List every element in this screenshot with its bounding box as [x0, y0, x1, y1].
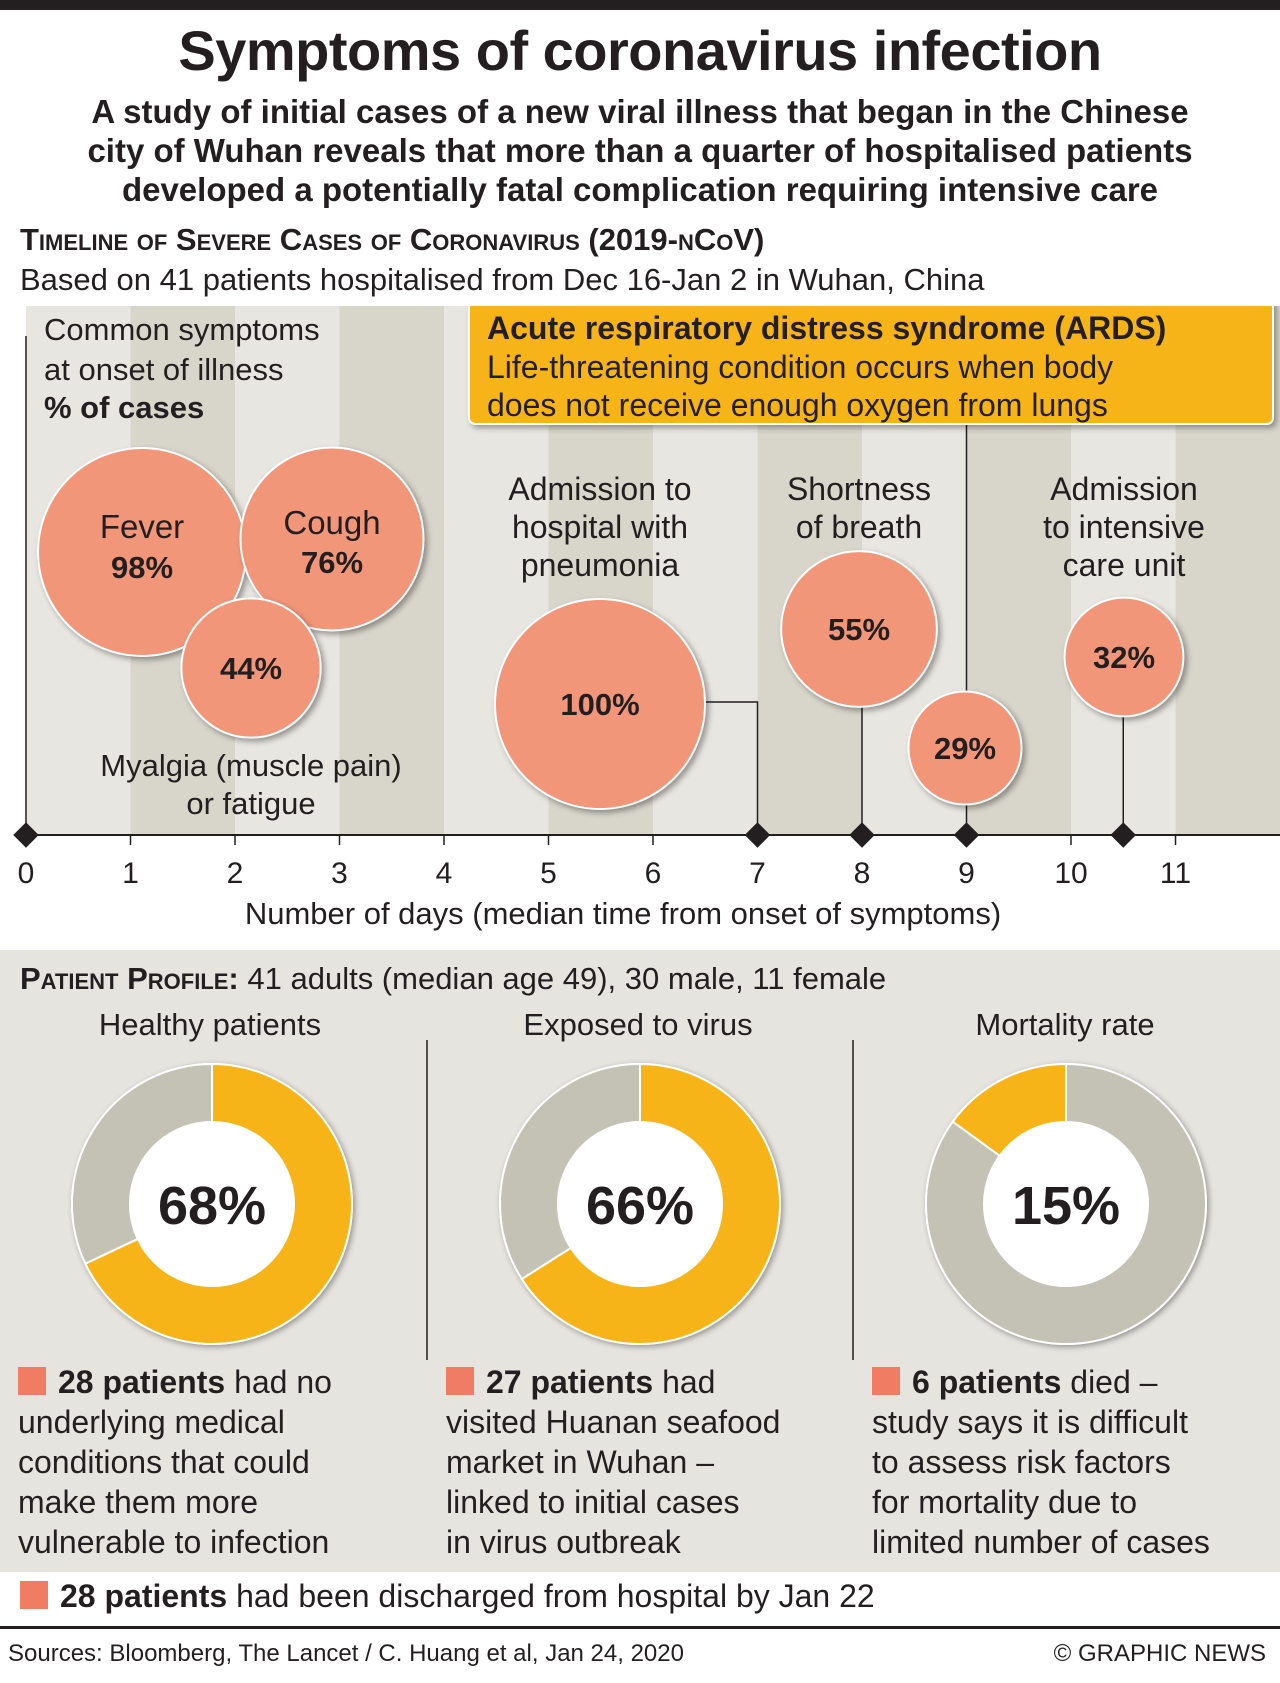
ards-title: Acute respiratory distress syndrome (ARD… — [487, 310, 1166, 346]
subtitle-line: developed a potentially fatal complicati… — [0, 170, 1280, 209]
cough-label: Cough — [283, 504, 380, 541]
note-bold: 28 patients — [58, 1364, 225, 1400]
ards-text: Life-threatening condition occurs when b… — [487, 349, 1113, 385]
x-tick-label: 2 — [227, 857, 244, 890]
profile-label: Patient Profile: — [20, 961, 239, 996]
note-line: had — [653, 1364, 715, 1400]
sources: Sources: Bloomberg, The Lancet / C. Huan… — [8, 1640, 684, 1668]
breath-value: 55% — [828, 612, 890, 647]
myalgia-value: 44% — [220, 651, 282, 686]
icu-label: Admission — [1050, 471, 1198, 507]
x-tick-label: 3 — [331, 857, 348, 890]
symptoms-heading: at onset of illness — [44, 352, 284, 387]
icu-label: care unit — [1063, 547, 1186, 583]
bullet-square — [18, 1367, 46, 1395]
icu-value: 32% — [1093, 640, 1155, 675]
note-line: linked to initial cases — [446, 1482, 780, 1522]
bullet-square — [446, 1367, 474, 1395]
pneumonia-label: pneumonia — [521, 547, 680, 583]
note-line: to assess risk factors — [872, 1442, 1210, 1482]
note-first-line: 27 patients had — [446, 1362, 780, 1402]
x-tick-label: 9 — [958, 857, 975, 890]
x-axis-label: Number of days (median time from onset o… — [245, 896, 1001, 931]
discharged-note: 28 patients had been discharged from hos… — [20, 1576, 875, 1616]
x-tick-label: 0 — [18, 857, 35, 890]
note-line: had been discharged from hospital by Jan… — [227, 1578, 875, 1614]
page-subtitle: A study of initial cases of a new viral … — [0, 92, 1280, 209]
symptoms-heading: Common symptoms — [44, 312, 320, 347]
note-line: died – — [1061, 1364, 1157, 1400]
donut-center-label: 68% — [158, 1176, 266, 1236]
note-line: underlying medical — [18, 1402, 332, 1442]
cough-value: 76% — [301, 545, 363, 580]
note-line: in virus outbreak — [446, 1522, 780, 1562]
x-tick-label: 11 — [1160, 857, 1191, 890]
credit: © GRAPHIC NEWS — [1054, 1640, 1266, 1668]
donut-center-label: 66% — [586, 1176, 694, 1236]
x-tick-label: 4 — [436, 857, 453, 890]
donut-title-mortality: Mortality rate — [900, 1006, 1230, 1044]
page-title: Symptoms of coronavirus infection — [0, 18, 1280, 84]
pneumonia-label: hospital with — [512, 509, 688, 545]
ards-value: 29% — [934, 731, 996, 766]
fever-label: Fever — [100, 508, 184, 545]
timeline-chart: 0 1 2 3 4 5 6 7 8 9 10 11 Number of days (median ti… — [0, 306, 1280, 946]
note-line: vulnerable to infection — [18, 1522, 332, 1562]
note-line: conditions that could — [18, 1442, 332, 1482]
note-first-line: 6 patients died – — [872, 1362, 1210, 1402]
donut-title-healthy: Healthy patients — [45, 1006, 375, 1044]
note-line: limited number of cases — [872, 1522, 1210, 1562]
x-tick-label: 5 — [540, 857, 557, 890]
note-bold: 6 patients — [912, 1364, 1061, 1400]
icu-label: to intensive — [1043, 509, 1205, 545]
exposed-note: 27 patients had visited Huanan seafood m… — [446, 1362, 780, 1562]
breath-label: Shortness — [787, 471, 931, 507]
ards-text: does not receive enough oxygen from lung… — [487, 387, 1108, 423]
note-line: visited Huanan seafood — [446, 1402, 780, 1442]
x-tick-label: 7 — [749, 857, 766, 890]
subtitle-line: city of Wuhan reveals that more than a q… — [0, 131, 1280, 170]
symptoms-unit: % of cases — [44, 390, 204, 425]
note-bold: 28 patients — [60, 1578, 227, 1614]
bullet-square — [872, 1367, 900, 1395]
mortality-note: 6 patients died – study says it is diffi… — [872, 1362, 1210, 1562]
x-tick-label: 1 — [122, 857, 139, 890]
donut-charts: 68% 66% 15% — [0, 1040, 1280, 1360]
note-first-line: 28 patients had no — [18, 1362, 332, 1402]
timeline-title: Timeline of Severe Cases of Coronavirus … — [20, 222, 764, 258]
note-bold: 27 patients — [486, 1364, 653, 1400]
note-line: for mortality due to — [872, 1482, 1210, 1522]
x-tick-label: 10 — [1054, 857, 1087, 890]
pneumonia-value: 100% — [560, 687, 639, 722]
fever-value: 98% — [111, 550, 173, 585]
timeline-subtitle: Based on 41 patients hospitalised from D… — [20, 262, 984, 298]
myalgia-label: Myalgia (muscle pain) — [100, 748, 402, 783]
note-line: had no — [225, 1364, 332, 1400]
donut-title-exposed: Exposed to virus — [473, 1006, 803, 1044]
healthy-note: 28 patients had no underlying medical co… — [18, 1362, 332, 1562]
note-line: study says it is difficult — [872, 1402, 1210, 1442]
subtitle-line: A study of initial cases of a new viral … — [0, 92, 1280, 131]
breath-label: of breath — [796, 509, 922, 545]
pneumonia-label: Admission to — [508, 471, 691, 507]
profile-text: 41 adults (median age 49), 30 male, 11 f… — [239, 961, 886, 996]
myalgia-label: or fatigue — [186, 786, 315, 821]
bullet-square — [20, 1581, 48, 1609]
note-line: make them more — [18, 1482, 332, 1522]
x-tick-label: 6 — [645, 857, 662, 890]
top-rule — [0, 0, 1280, 10]
patient-profile-title: Patient Profile: 41 adults (median age 4… — [20, 960, 886, 998]
donut-center-label: 15% — [1012, 1176, 1120, 1236]
note-line: market in Wuhan – — [446, 1442, 780, 1482]
x-tick-label: 8 — [854, 857, 871, 890]
